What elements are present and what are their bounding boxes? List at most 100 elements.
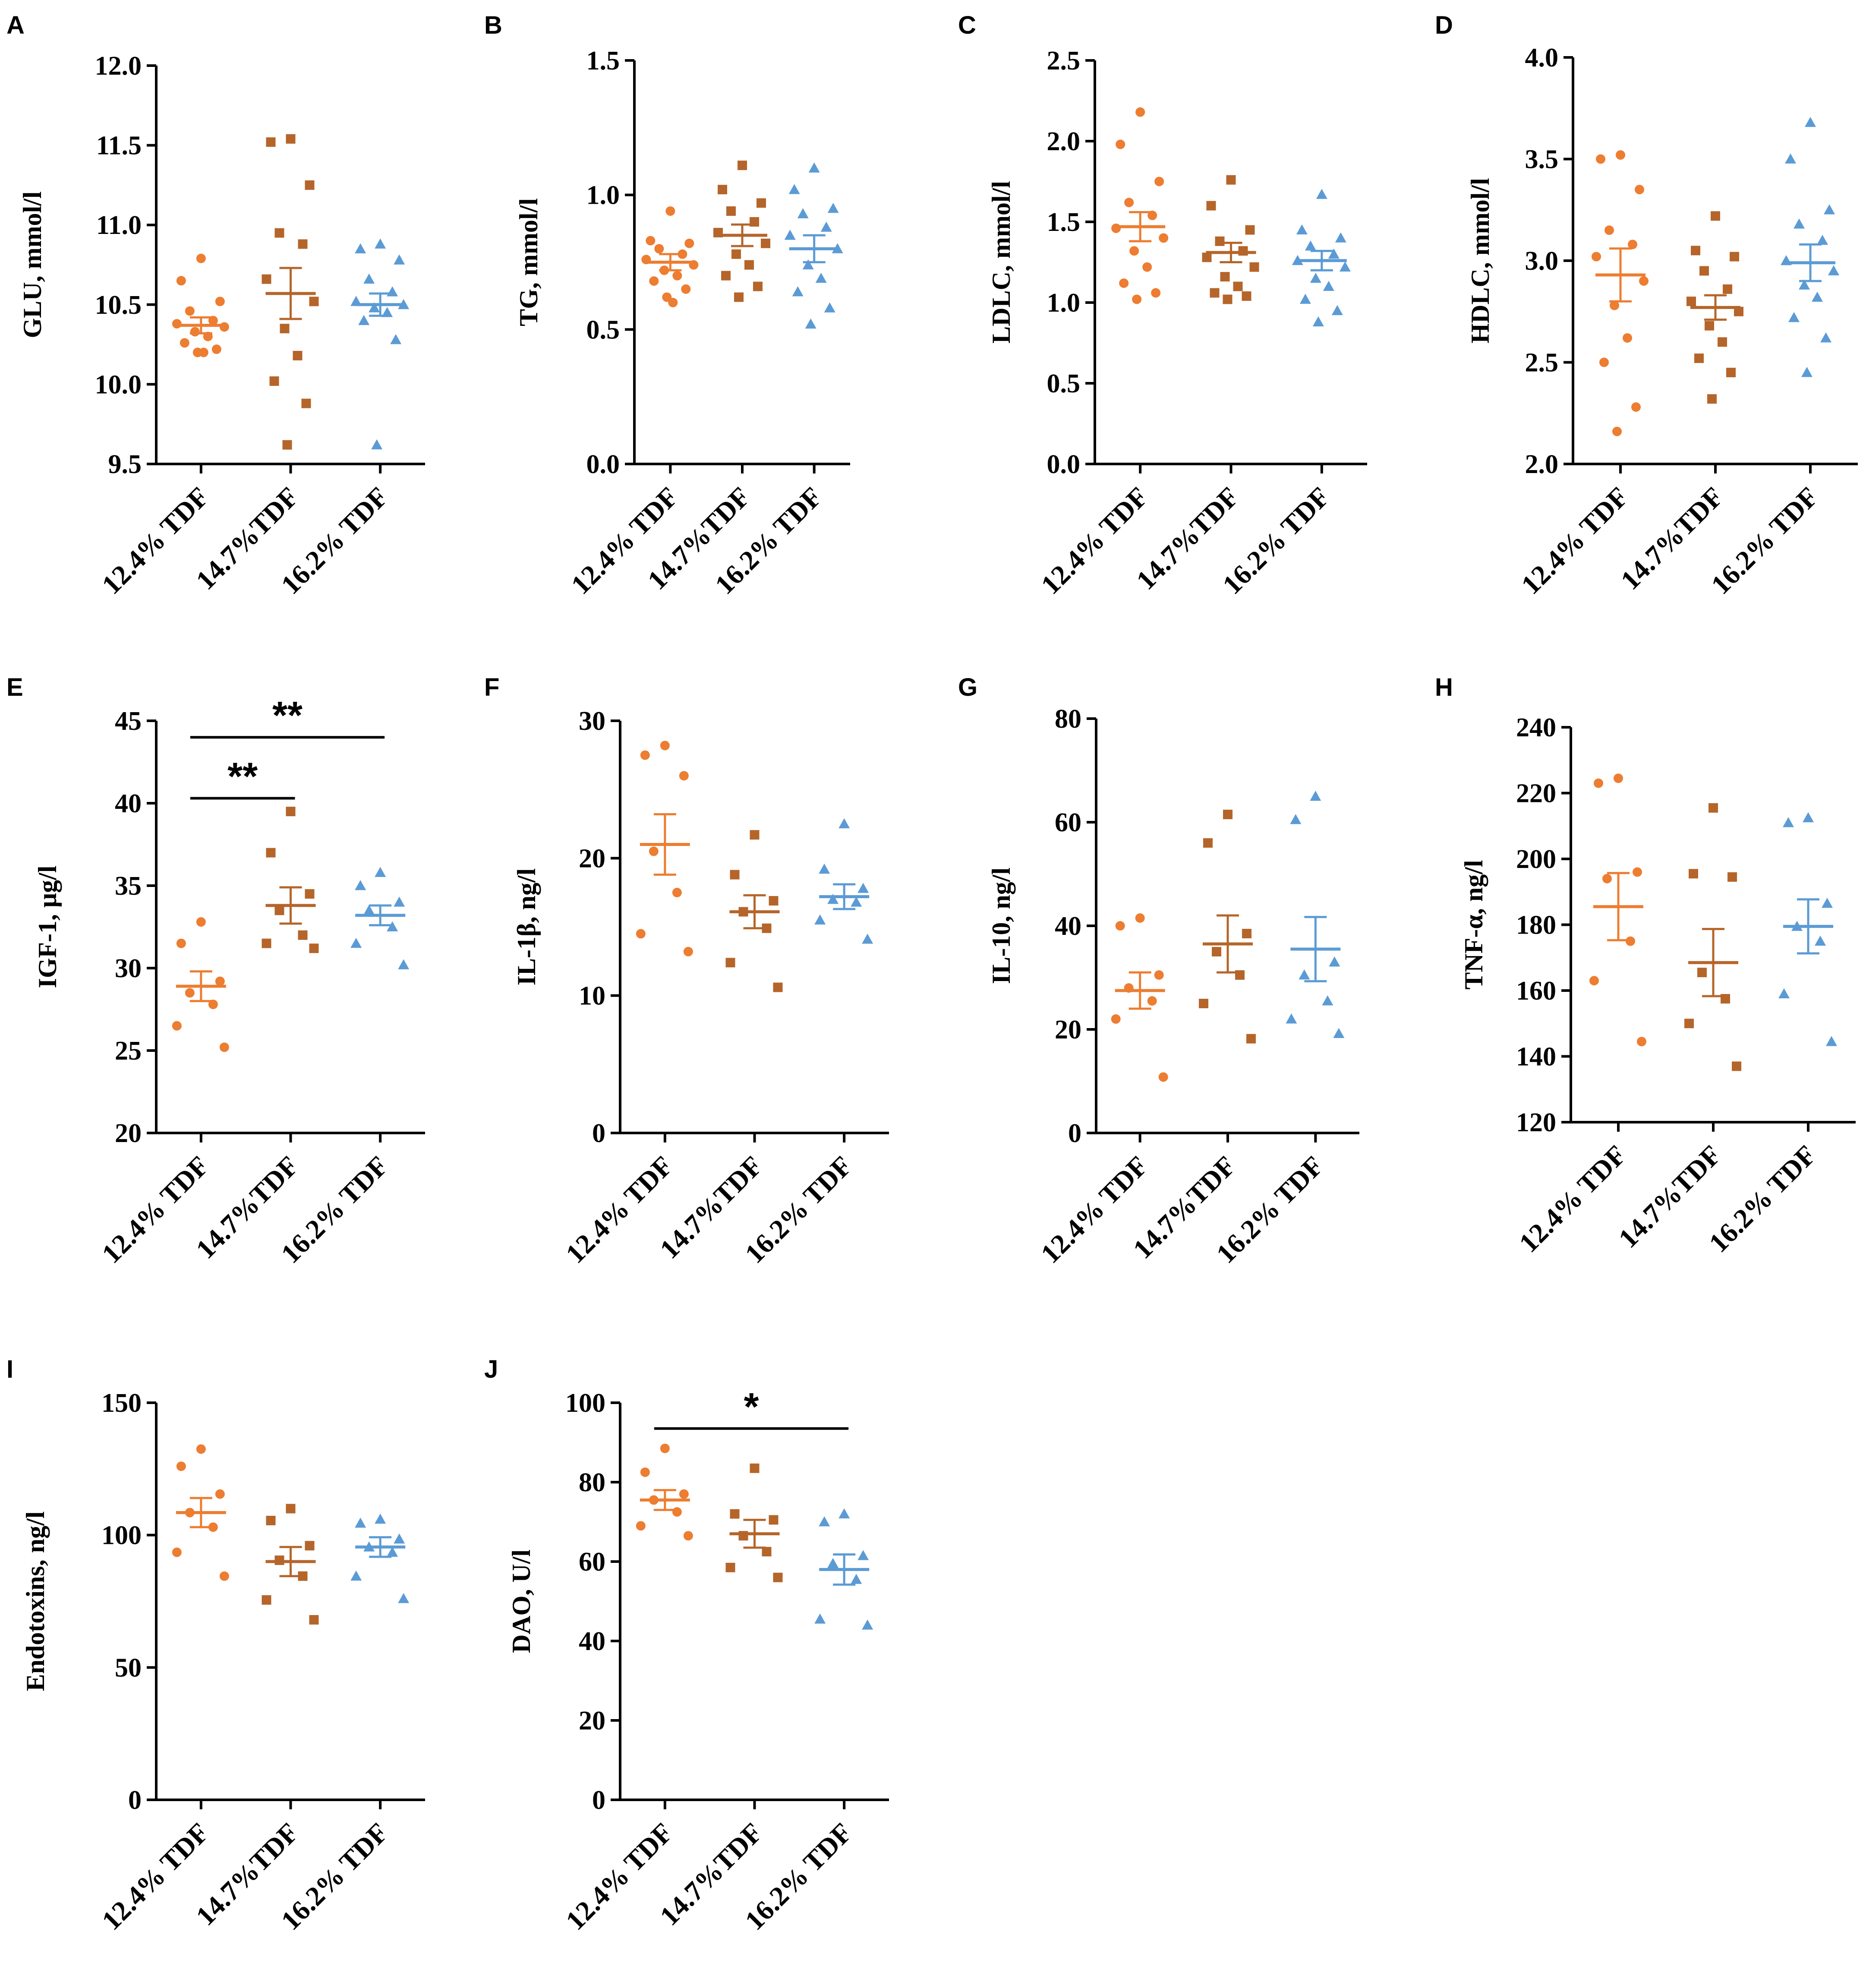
data-point xyxy=(190,327,200,337)
data-point xyxy=(636,929,646,939)
data-point xyxy=(1594,778,1603,788)
data-point xyxy=(1705,321,1714,331)
data-point xyxy=(1242,291,1251,301)
data-point xyxy=(219,322,229,332)
data-point xyxy=(172,1021,182,1031)
x-category-label: 12.4% TDF xyxy=(1035,481,1154,600)
data-point xyxy=(219,1042,229,1052)
data-point xyxy=(1328,248,1340,259)
data-point xyxy=(196,917,206,927)
data-point xyxy=(185,988,195,998)
series-1 xyxy=(172,253,229,357)
data-point xyxy=(660,1443,670,1453)
data-point xyxy=(1286,1013,1297,1024)
y-tick-label: 0.5 xyxy=(586,315,620,344)
y-tick-label: 50 xyxy=(115,1653,142,1682)
data-point xyxy=(1686,297,1696,306)
data-point xyxy=(851,896,862,907)
data-point xyxy=(839,818,850,829)
series-2 xyxy=(713,161,770,302)
x-category-label: 12.4% TDF xyxy=(96,1817,215,1936)
panel-letter: C xyxy=(958,11,976,39)
data-point xyxy=(1299,293,1311,304)
data-point xyxy=(640,750,650,760)
data-point xyxy=(820,221,832,232)
data-point xyxy=(1612,426,1622,436)
y-tick-label: 160 xyxy=(1516,976,1556,1006)
series-1 xyxy=(636,1443,693,1541)
data-point xyxy=(827,202,839,213)
series-3 xyxy=(1778,812,1837,1046)
y-tick-label: 0 xyxy=(1068,1119,1081,1148)
significance-label: * xyxy=(744,1385,759,1429)
data-point xyxy=(381,307,393,317)
data-point xyxy=(824,302,835,312)
y-tick-label: 60 xyxy=(1055,808,1081,837)
data-point xyxy=(684,238,694,248)
data-point xyxy=(371,439,383,450)
data-point xyxy=(266,137,276,147)
data-point xyxy=(1805,117,1816,127)
data-point xyxy=(1709,803,1718,813)
series-2 xyxy=(725,1463,783,1582)
data-point xyxy=(1202,252,1212,262)
data-point xyxy=(750,830,760,840)
panel-letter: J xyxy=(484,1355,498,1383)
data-point xyxy=(1623,333,1632,343)
y-tick-label: 140 xyxy=(1516,1042,1556,1072)
data-point xyxy=(394,254,405,265)
y-tick-label: 10 xyxy=(579,981,605,1011)
data-point xyxy=(1826,1036,1837,1046)
data-point xyxy=(1151,288,1161,298)
series-3 xyxy=(1781,117,1839,377)
y-tick-label: 20 xyxy=(115,1119,142,1148)
data-point xyxy=(309,1615,319,1625)
series-2 xyxy=(725,830,783,992)
data-point xyxy=(1290,814,1302,824)
data-point xyxy=(1778,988,1790,999)
series-3 xyxy=(814,1508,873,1630)
y-tick-label: 0 xyxy=(592,1786,605,1815)
data-point xyxy=(1206,201,1216,211)
data-point xyxy=(1633,867,1642,877)
y-tick-label: 2.5 xyxy=(1047,46,1081,76)
data-point xyxy=(730,1509,740,1519)
data-point xyxy=(298,1571,308,1581)
data-point xyxy=(305,1541,315,1551)
data-point xyxy=(672,271,682,281)
data-point xyxy=(298,239,308,249)
data-point xyxy=(1212,947,1221,956)
x-category-label: 12.4% TDF xyxy=(1515,481,1634,600)
data-point xyxy=(1333,1028,1345,1038)
panel-letter: I xyxy=(6,1355,13,1383)
data-point xyxy=(862,934,873,944)
data-point xyxy=(808,162,820,173)
y-axis-label: IL-1β, ng/l xyxy=(512,868,541,986)
data-point xyxy=(814,914,826,925)
y-tick-label: 0 xyxy=(592,1119,605,1148)
data-point xyxy=(744,260,754,270)
y-tick-label: 200 xyxy=(1516,845,1556,874)
y-tick-label: 35 xyxy=(115,871,142,901)
series-2 xyxy=(262,807,319,953)
data-point xyxy=(1639,276,1649,286)
y-tick-label: 9.5 xyxy=(108,450,142,479)
data-point xyxy=(1626,936,1635,946)
data-point xyxy=(797,208,809,218)
y-tick-label: 20 xyxy=(579,844,605,873)
data-point xyxy=(387,286,398,297)
data-point xyxy=(1111,1014,1121,1024)
series-3 xyxy=(350,1513,410,1603)
data-point xyxy=(1132,294,1142,304)
data-point xyxy=(394,1533,405,1544)
y-tick-label: 2.0 xyxy=(1047,127,1081,156)
data-point xyxy=(1824,204,1835,215)
data-point xyxy=(274,228,284,238)
data-point xyxy=(1226,175,1236,185)
data-point xyxy=(1734,306,1743,316)
y-tick-label: 3.5 xyxy=(1525,145,1559,174)
y-tick-label: 240 xyxy=(1516,713,1556,742)
data-point xyxy=(1154,970,1164,980)
data-point xyxy=(180,338,189,348)
